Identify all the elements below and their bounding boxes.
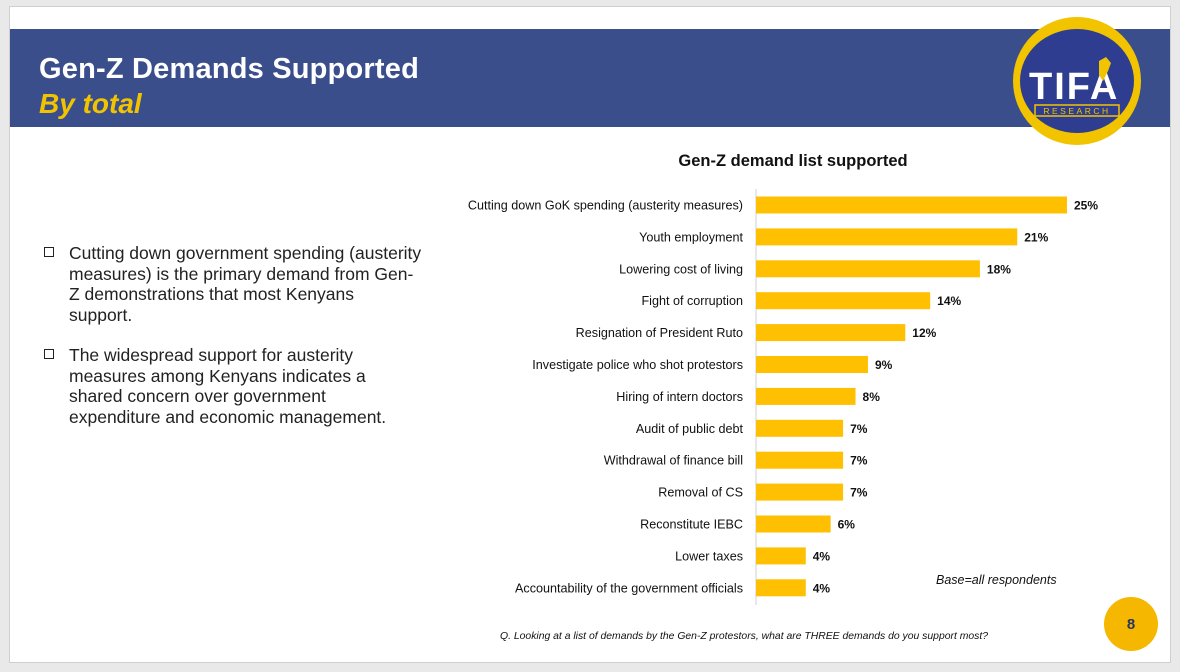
value-label: 21% [1024, 230, 1048, 244]
category-label: Lowering cost of living [619, 262, 743, 276]
bar [756, 579, 806, 597]
value-label: 9% [875, 358, 893, 372]
slide: Gen-Z Demands Supported By total TIFA RE… [9, 6, 1171, 663]
category-label: Audit of public debt [636, 422, 744, 436]
bar [756, 419, 844, 437]
bar [756, 547, 806, 565]
base-note: Base=all respondents [936, 573, 1057, 587]
key-findings: Cutting down government spending (auster… [42, 243, 422, 447]
value-label: 7% [850, 486, 868, 500]
finding-item: The widespread support for austerity mea… [42, 345, 422, 427]
bar [756, 483, 844, 501]
page-subtitle: By total [39, 88, 142, 119]
survey-question: Q. Looking at a list of demands by the G… [500, 631, 989, 642]
category-label: Removal of CS [658, 486, 743, 500]
bar [756, 260, 980, 278]
header-bar: Gen-Z Demands Supported By total [10, 29, 1170, 127]
value-label: 7% [850, 454, 868, 468]
value-label: 8% [863, 390, 881, 404]
category-label: Resignation of President Ruto [576, 326, 743, 340]
value-label: 25% [1074, 199, 1098, 213]
bar [756, 196, 1067, 214]
category-label: Fight of corruption [641, 294, 743, 308]
category-label: Withdrawal of finance bill [604, 454, 743, 468]
page-number: 8 [1104, 597, 1158, 651]
checkbox-bullet-icon [44, 247, 54, 257]
category-label: Accountability of the government officia… [515, 581, 743, 595]
logo-tagline: RESEARCH [1043, 106, 1110, 116]
value-label: 7% [850, 422, 868, 436]
value-label: 4% [813, 549, 831, 563]
category-label: Reconstitute IEBC [640, 518, 743, 532]
bar [756, 228, 1018, 246]
finding-text: Cutting down government spending (auster… [69, 243, 422, 325]
value-label: 4% [813, 581, 831, 595]
category-label: Hiring of intern doctors [616, 390, 743, 404]
bar [756, 292, 931, 310]
value-label: 18% [987, 262, 1011, 276]
africa-map-icon [1099, 57, 1111, 81]
page-title: Gen-Z Demands Supported [39, 53, 420, 85]
bar [756, 451, 844, 469]
tifa-logo: TIFA RESEARCH [1013, 17, 1141, 145]
bar [756, 324, 906, 342]
value-label: 12% [912, 326, 936, 340]
bar [756, 515, 831, 533]
finding-item: Cutting down government spending (auster… [42, 243, 422, 325]
bar [756, 387, 856, 405]
value-label: 6% [838, 518, 856, 532]
category-label: Cutting down GoK spending (austerity mea… [468, 199, 743, 213]
value-label: 14% [937, 294, 961, 308]
checkbox-bullet-icon [44, 349, 54, 359]
category-label: Youth employment [639, 230, 743, 244]
category-label: Investigate police who shot protestors [532, 358, 743, 372]
finding-text: The widespread support for austerity mea… [69, 345, 387, 427]
chart-title: Gen-Z demand list supported [678, 152, 908, 170]
bar [756, 356, 868, 373]
category-label: Lower taxes [675, 549, 743, 563]
demand-bar-chart: Cutting down GoK spending (austerity mea… [468, 189, 1098, 605]
